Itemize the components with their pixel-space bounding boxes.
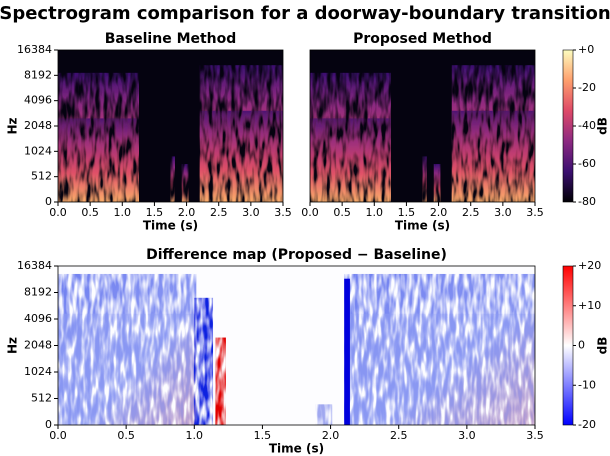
x-tick-label: 0.0 (49, 429, 67, 442)
x-tick-label: 3.0 (242, 206, 260, 219)
x-tick-label: 2.5 (390, 429, 408, 442)
x-axis-label: Time (s) (269, 442, 324, 456)
x-tick-label: 1.0 (366, 206, 384, 219)
x-tick-label: 2.5 (210, 206, 228, 219)
colorbar-label: dB (596, 337, 610, 355)
colorbar-tick-label: 0 (578, 339, 585, 352)
colorbar-tick-label: -60 (578, 157, 596, 170)
y-tick-label: 16384 (17, 259, 52, 272)
difference-texture (193, 297, 214, 425)
x-tick-label: 1.0 (114, 206, 132, 219)
difference-texture (58, 313, 197, 425)
colorbar-tick-label: -40 (578, 119, 596, 132)
colorbar-tick-label: -20 (578, 418, 596, 431)
image (58, 266, 535, 425)
y-tick-label: 512 (31, 392, 52, 405)
axes-frame (309, 49, 536, 203)
x-tick-label: 0.0 (301, 206, 319, 219)
colorbar (562, 49, 574, 203)
difference-texture (344, 278, 350, 425)
x-tick-label: 2.0 (430, 206, 448, 219)
y-tick-label: 0 (45, 418, 52, 431)
x-axis-label: Time (s) (143, 219, 198, 233)
x-tick-label: 1.0 (186, 429, 204, 442)
x-tick-label: 3.0 (458, 429, 476, 442)
difference-texture (215, 337, 226, 425)
y-tick-label: 4096 (24, 94, 52, 107)
x-tick-label: 0.5 (117, 429, 135, 442)
y-tick-label: 1024 (24, 144, 52, 157)
x-axis-label: Time (s) (395, 219, 450, 233)
x-tick-label: 2.5 (462, 206, 480, 219)
x-tick-label: 0.0 (49, 206, 67, 219)
y-tick-label: 2048 (24, 339, 52, 352)
x-tick-label: 3.5 (274, 206, 292, 219)
spectrogram-texture (58, 118, 139, 202)
y-tick-label: 1024 (24, 365, 52, 378)
y-tick-label: 16384 (17, 43, 52, 56)
colorbar (562, 265, 574, 426)
spectrogram-texture (310, 118, 391, 202)
image (58, 50, 283, 202)
spectrogram-texture (170, 156, 175, 202)
y-tick-label: 512 (31, 170, 52, 183)
spectrogram-texture (422, 156, 427, 202)
x-tick-label: 2.0 (178, 206, 196, 219)
colorbar-label: dB (596, 117, 610, 135)
x-tick-label: 3.5 (526, 206, 544, 219)
x-tick-label: 3.5 (526, 429, 544, 442)
spectrogram-texture (199, 110, 283, 202)
image (310, 50, 535, 202)
axes-title: Difference map (Proposed − Baseline) (146, 247, 447, 263)
axes-title: Proposed Method (353, 31, 492, 47)
axes-title: Baseline Method (105, 31, 237, 47)
x-tick-label: 3.0 (494, 206, 512, 219)
y-tick-label: 0 (45, 195, 52, 208)
y-tick-label: 4096 (24, 312, 52, 325)
colorbar-tick-label: +10 (578, 299, 601, 312)
y-tick-label: 8192 (24, 286, 52, 299)
x-tick-label: 1.5 (146, 206, 164, 219)
y-axis-label: Hz (6, 117, 20, 134)
colorbar-tick-label: -20 (578, 81, 596, 94)
y-tick-label: 8192 (24, 68, 52, 81)
x-tick-label: 2.0 (322, 429, 340, 442)
y-axis-label: Hz (6, 337, 20, 354)
difference-texture (315, 404, 333, 425)
y-tick-label: 2048 (24, 119, 52, 132)
colorbar-tick-label: +20 (578, 259, 601, 272)
spectrogram-texture (181, 164, 189, 202)
colorbar-tick-label: -10 (578, 378, 596, 391)
spectrogram-texture (433, 164, 441, 202)
spectrogram-texture (451, 110, 535, 202)
x-tick-label: 0.5 (81, 206, 99, 219)
x-tick-label: 1.5 (254, 429, 272, 442)
colorbar-tick-label: +0 (578, 43, 594, 56)
figure-title: Spectrogram comparison for a doorway-bou… (0, 3, 610, 24)
colorbar-tick-label: -80 (578, 195, 596, 208)
x-tick-label: 1.5 (398, 206, 416, 219)
difference-texture (344, 313, 535, 425)
x-tick-label: 0.5 (333, 206, 351, 219)
